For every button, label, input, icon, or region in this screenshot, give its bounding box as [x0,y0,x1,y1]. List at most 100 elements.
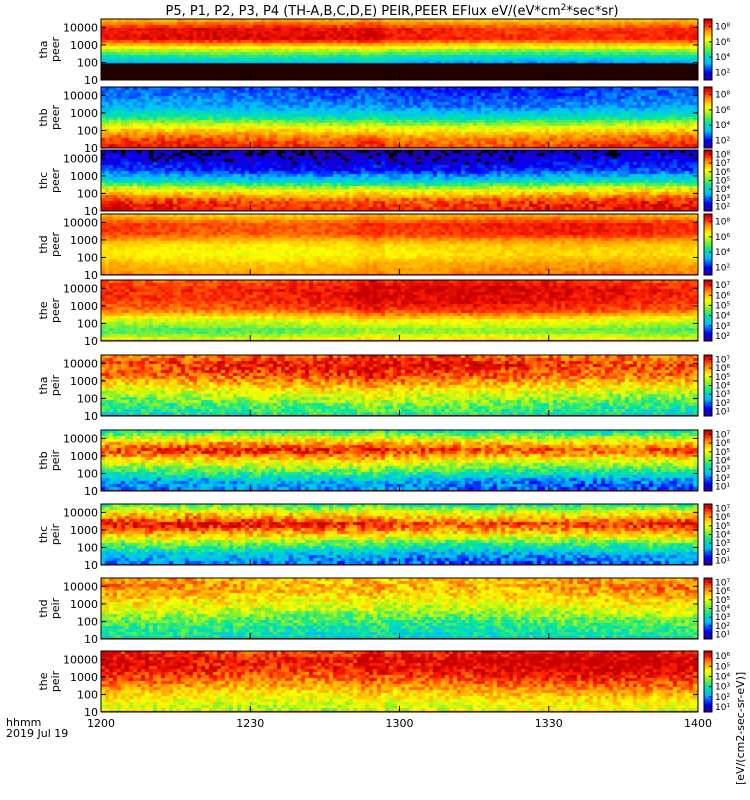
spectrogram-image [101,578,698,639]
colorbar-segment [704,672,712,675]
colorbar-tick-label: 10⁵ [715,448,730,458]
y-tick-label: 10000 [63,21,98,34]
colorbar-segment [704,526,712,529]
colorbar-segment [704,487,712,490]
colorbar-segment [704,702,712,705]
colorbar-segment [704,292,712,295]
y-tick-label: 100 [77,124,98,137]
colorbar-segment [704,661,712,664]
colorbar-tick-label: 10⁶ [715,513,730,523]
colorbar-segment [704,34,712,37]
colorbar-segment [704,310,712,313]
colorbar-segment [704,117,712,120]
y-axis-label: thdpeer [37,232,62,258]
colorbar-segment [704,217,712,220]
colorbar-segment [704,122,712,125]
y-tick-label: 10 [84,633,98,646]
colorbar-segment [704,166,712,169]
colorbar-segment [704,664,712,667]
y-tick-label: 10 [84,706,98,719]
colorbar-segment [704,192,712,195]
colorbar-segment [704,529,712,532]
colorbar-segment [704,475,712,478]
colorbar-segment [704,462,712,465]
colorbar-segment [704,371,712,374]
colorbar-segment [704,38,712,41]
colorbar-segment [704,270,712,273]
colorbar-tick-label: 10⁶ [715,106,730,116]
spectrogram-image [101,214,698,275]
colorbar-segment [704,191,712,194]
spectrogram-image [101,280,698,341]
colorbar-segment [704,483,712,486]
y-tick-label: 10000 [63,89,98,102]
colorbar-segment [704,578,712,581]
colorbar-segment [704,135,712,138]
y-tick-label: 10000 [63,357,98,370]
colorbar-segment [704,437,712,440]
colorbar-segment [704,244,712,247]
colorbar-frame [703,650,713,713]
colorbar-segment [704,29,712,32]
colorbar-segment [704,125,712,128]
colorbar-tick-label: 10³ [715,465,730,475]
colorbar-segment [704,405,712,408]
colorbar-segment [704,324,712,327]
colorbar-tick-label: 10⁴ [715,531,730,541]
colorbar-segment [704,414,712,417]
colorbar-segment [704,256,712,259]
colorbar-segment [704,327,712,330]
colorbar-segment [704,563,712,566]
colorbar-segment [704,525,712,528]
colorbar-tick-label: 10³ [715,322,730,332]
colorbar-segment [704,406,712,409]
colorbar-segment [704,632,712,635]
colorbar-segment [704,409,712,412]
colorbar-segment [704,704,712,707]
colorbar-segment [704,471,712,474]
colorbar-segment [704,516,712,519]
colorbar-segment [704,394,712,397]
colorbar-segment [704,683,712,686]
colorbar-segment [704,96,712,99]
colorbar-segment [704,696,712,699]
colorbar-segment [704,120,712,123]
colorbar-segment [704,102,712,105]
colorbar-segment [704,436,712,439]
colorbar-tick-label: 10⁷ [715,430,730,440]
colorbar-segment [704,549,712,552]
colorbar-tick-label: 10⁸ [715,23,730,33]
colorbar-segment [704,480,712,483]
colorbar-segment [704,63,712,66]
colorbar-segment [704,692,712,695]
colorbar-segment [704,542,712,545]
colorbar-segment [704,249,712,252]
colorbar-tick-label: 10⁷ [715,578,730,588]
colorbar-tick-label: 10⁵ [715,522,730,532]
colorbar-segment [704,362,712,365]
colorbar-segment [704,377,712,380]
colorbar-segment [704,262,712,265]
colorbar-segment [704,602,712,605]
y-tick-label: 100 [77,251,98,264]
colorbar-segment [704,233,712,236]
colorbar-segment [704,397,712,400]
colorbar-segment [704,708,712,711]
colorbar-segment [704,229,712,232]
colorbar-segment [704,150,712,153]
colorbar-segment [704,552,712,555]
colorbar-tick-label: 10⁴ [715,121,730,131]
x-axis-date: 2019 Jul 19 [6,727,68,740]
colorbar-segment [704,606,712,609]
x-tick-label: 1230 [236,717,264,730]
colorbar-segment [704,259,712,262]
colorbar-segment [704,88,712,91]
colorbar-segment [704,597,712,600]
colorbar-segment [704,699,712,702]
